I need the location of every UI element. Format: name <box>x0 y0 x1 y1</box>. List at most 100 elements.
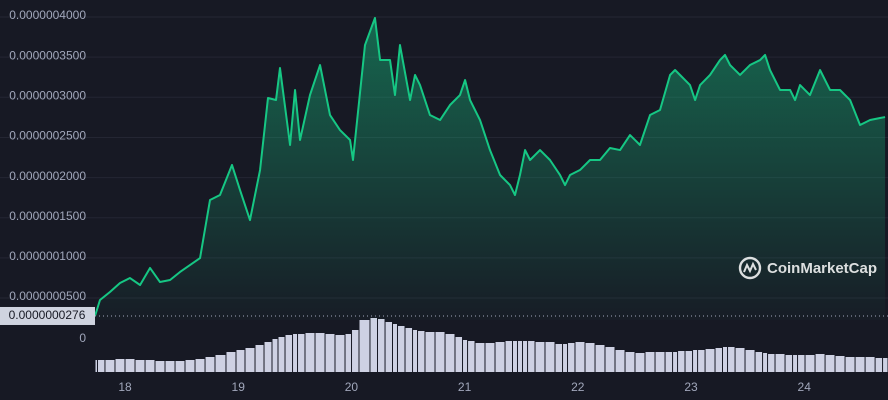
volume-bar <box>370 318 378 372</box>
volume-bar <box>865 357 875 372</box>
volume-bar <box>495 342 505 372</box>
x-tick-label: 23 <box>684 380 698 394</box>
price-area <box>95 17 886 320</box>
volume-bar <box>595 345 605 372</box>
volume-bar <box>563 344 568 372</box>
volume-bar <box>585 343 595 372</box>
volume-bar <box>625 352 635 372</box>
volume-bar <box>298 334 305 372</box>
volume-bar <box>405 328 413 372</box>
volume-bar <box>135 360 145 372</box>
volume-bar <box>655 352 665 372</box>
price-line <box>94 16 886 317</box>
volume-bar <box>793 355 798 372</box>
y-tick-label: 0.0000002000 <box>9 169 86 183</box>
volume-bar <box>215 355 226 372</box>
volume-bar <box>735 348 745 372</box>
volume-bar <box>875 358 883 372</box>
volume-bar <box>226 352 236 372</box>
volume-bar <box>385 322 393 372</box>
volume-bar <box>468 341 475 372</box>
volume-bar <box>335 335 345 372</box>
x-tick-label: 24 <box>798 380 812 394</box>
volume-bar <box>835 356 845 372</box>
volume-bar <box>825 355 835 372</box>
volume-bar <box>555 344 563 372</box>
volume-bar <box>645 352 655 372</box>
volume-bar <box>505 341 512 372</box>
volume-bar <box>378 319 385 372</box>
volume-bar <box>155 361 165 372</box>
volume-bar <box>685 351 693 372</box>
volume-bar <box>352 330 359 372</box>
volume-bar <box>693 350 698 372</box>
volume-bar <box>705 349 715 372</box>
x-tick-label: 19 <box>232 380 246 394</box>
volume-bar <box>325 334 335 372</box>
volume-bar <box>463 340 468 372</box>
volume-bar <box>768 354 775 372</box>
volume-bar <box>755 352 763 372</box>
volume-bar <box>678 351 685 372</box>
volume-bar <box>359 320 370 372</box>
volume-bar <box>517 341 523 372</box>
volume-bar <box>315 333 325 372</box>
volume-bar <box>245 348 255 372</box>
volume-bar <box>195 359 205 372</box>
volume-bar <box>528 341 535 372</box>
volume-bar <box>445 334 455 372</box>
x-tick-label: 21 <box>458 380 472 394</box>
y-tick-label: 0.0000004000 <box>9 8 86 22</box>
volume-bar <box>523 341 528 372</box>
volume-bar <box>745 350 755 372</box>
y-tick-label: 0.0000003500 <box>9 48 86 62</box>
volume-bar <box>785 355 793 372</box>
volume-bar <box>236 350 245 372</box>
volume-bar <box>512 341 517 372</box>
volume-bar <box>698 350 705 372</box>
volume-bar <box>883 358 888 372</box>
volume-bar <box>605 347 615 372</box>
price-marker-box <box>0 306 95 325</box>
price-marker-label: 0.0000000276 <box>9 308 86 322</box>
volume-bar <box>728 347 735 372</box>
volume-bar <box>345 334 352 372</box>
volume-bar <box>715 348 722 372</box>
volume-bar <box>278 337 285 372</box>
volume-bar <box>305 333 315 372</box>
volume-bar <box>435 332 445 372</box>
y-tick-label: 0.0000001000 <box>9 249 86 263</box>
volume-bar <box>665 352 673 372</box>
y-tick-label: 0.0000003000 <box>9 88 86 102</box>
y2-tick-label: 0 <box>79 331 86 345</box>
volume-bar <box>255 345 264 372</box>
volume-bar <box>485 343 495 372</box>
y-tick-label: 0.0000000500 <box>9 289 86 303</box>
volume-bar <box>545 342 555 372</box>
volume-bar <box>272 339 278 372</box>
x-tick-label: 20 <box>345 380 359 394</box>
volume-bar <box>285 335 293 372</box>
volume-bar <box>413 330 418 372</box>
volume-bar <box>125 359 135 372</box>
volume-bar <box>763 353 768 372</box>
y-tick-label: 0.0000001500 <box>9 209 86 223</box>
volume-bar <box>815 354 825 372</box>
plot <box>94 16 888 320</box>
volume-bar <box>97 360 105 372</box>
volume-bar <box>115 359 125 372</box>
volume-bar <box>855 357 865 372</box>
x-tick-label: 22 <box>571 380 585 394</box>
volume-bar <box>455 337 463 372</box>
volume-bar <box>775 354 785 372</box>
volume-bar <box>568 343 575 372</box>
volume-bar <box>575 342 585 372</box>
volume-bar <box>475 343 485 372</box>
volume-bar <box>425 332 435 372</box>
volume-bar <box>845 357 855 372</box>
volume-bar <box>393 324 397 372</box>
volume-bar <box>264 342 272 372</box>
volume-bar <box>165 361 175 372</box>
